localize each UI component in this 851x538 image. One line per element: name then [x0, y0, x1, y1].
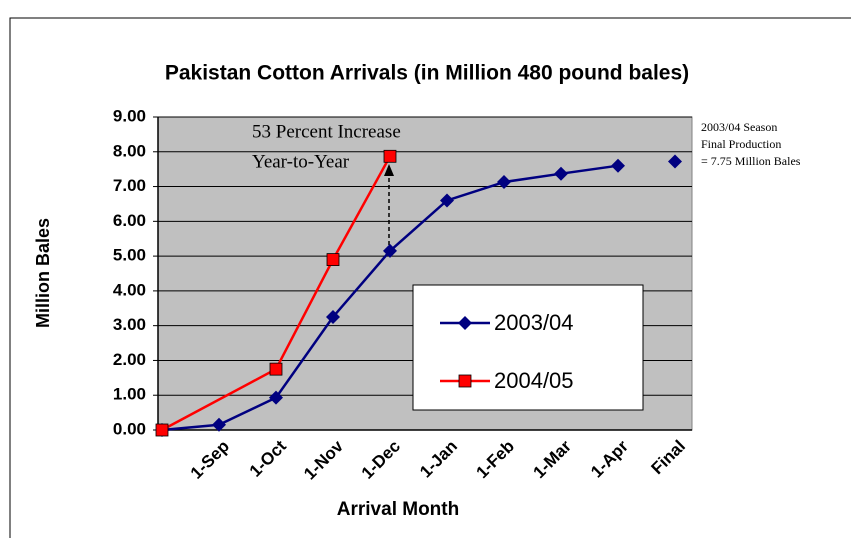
point	[668, 154, 682, 169]
series	[155, 158, 625, 437]
point	[383, 243, 397, 258]
point	[458, 316, 472, 330]
x-axis-label: Arrival Month	[337, 499, 459, 520]
arrow-head	[384, 164, 394, 176]
point	[326, 309, 340, 324]
annotation: 53 Percent Increase	[252, 121, 401, 142]
point	[326, 253, 340, 266]
chart-title: Pakistan Cotton Arrivals (in Million 480…	[165, 62, 689, 85]
point	[155, 423, 169, 437]
side-note: Final Production	[701, 137, 781, 151]
series	[155, 149, 397, 437]
side-note: = 7.75 Million Bales	[701, 154, 801, 168]
point	[440, 193, 454, 208]
y-tick-label: 6.00	[113, 211, 146, 230]
legend-box	[412, 284, 644, 411]
side-note: 2003/04 Season	[701, 120, 777, 134]
y-axis-label: Million Bales	[33, 218, 53, 328]
legend-label: 2004/05	[494, 368, 574, 393]
legend-label: 2003/04	[494, 310, 574, 335]
y-tick-label: 7.00	[113, 176, 146, 195]
annotation: Year-to-Year	[252, 151, 350, 172]
y-tick-label: 1.00	[113, 385, 146, 404]
point	[269, 390, 283, 405]
y-tick-label: 2.00	[113, 350, 146, 369]
y-tick-label: 3.00	[113, 315, 146, 334]
y-tick-label: 5.00	[113, 246, 146, 265]
y-tick-label: 9.00	[113, 106, 146, 125]
point	[497, 175, 511, 190]
y-tick-label: 4.00	[113, 280, 146, 299]
point	[269, 362, 283, 376]
y-tick-label: 0.00	[113, 419, 146, 438]
series	[668, 154, 682, 169]
y-tick-label: 8.00	[113, 141, 146, 160]
point	[458, 374, 472, 388]
point	[554, 166, 568, 181]
point	[212, 417, 226, 432]
series-line	[161, 155, 392, 432]
point	[383, 149, 397, 163]
point	[611, 158, 625, 173]
